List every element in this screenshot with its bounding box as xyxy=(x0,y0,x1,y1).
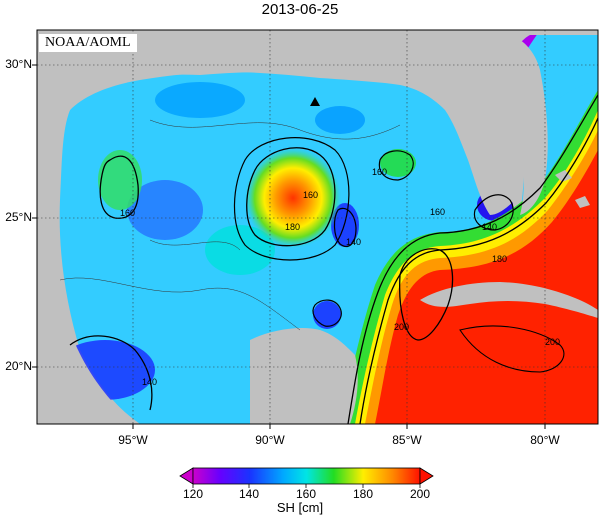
contour-label: 140 xyxy=(346,237,361,247)
contour-160-east xyxy=(378,150,414,181)
lon-label-80: 80°W xyxy=(530,433,560,447)
contour-thin-1 xyxy=(59,277,301,331)
contour-140-east xyxy=(333,207,357,248)
contour-160-west xyxy=(99,155,139,219)
yucatan-land xyxy=(250,328,358,424)
lon-label-95: 95°W xyxy=(118,433,148,447)
map-title: 2013-06-25 xyxy=(261,1,339,18)
us-coast-land xyxy=(37,30,598,424)
blue-patch-west xyxy=(127,180,203,240)
colorbar-tick-label: 160 xyxy=(295,487,317,501)
contour-label-group: 160 160 160 180 140 160 180 140 200 200 … xyxy=(120,167,560,387)
blue-patch-mid xyxy=(315,106,365,134)
lon-label-90: 90°W xyxy=(255,433,285,447)
contour-140-south xyxy=(69,335,153,411)
colorbar-arrow-right xyxy=(419,467,434,485)
contour-label: 160 xyxy=(372,167,387,177)
map-frame xyxy=(36,29,599,425)
contour-140-fl xyxy=(473,194,514,231)
contour-thin-2 xyxy=(149,119,401,140)
colorbar-arrow-left xyxy=(179,467,194,485)
lat-label-25: 25°N xyxy=(5,210,32,224)
contour-180-eddy xyxy=(246,147,336,247)
colorbar xyxy=(192,467,421,485)
colorbar-label: SH [cm] xyxy=(276,500,324,515)
colorbar-tick-label: 180 xyxy=(352,487,374,501)
contour-160-se xyxy=(312,299,342,327)
contour-label: 200 xyxy=(545,337,560,347)
colorbar-tick-label: 140 xyxy=(238,487,260,501)
contour-label: 140 xyxy=(482,222,497,232)
colorbar-tick-label: 120 xyxy=(182,487,204,501)
contour-160-loop xyxy=(347,94,598,424)
contour-label: 180 xyxy=(285,222,300,232)
contour-label: 160 xyxy=(120,208,135,218)
cuba-land xyxy=(420,282,598,318)
contour-label: 160 xyxy=(303,190,318,200)
blue-patch-north xyxy=(155,82,245,118)
triangle-marker xyxy=(310,97,320,106)
contour-label: 180 xyxy=(492,254,507,264)
contour-label: 140 xyxy=(142,377,157,387)
contour-160-eddy xyxy=(233,137,350,261)
warm-eddy xyxy=(245,148,341,248)
colorbar-tick-label: 200 xyxy=(409,487,431,501)
axis-ticks xyxy=(32,64,546,429)
graticule xyxy=(37,30,598,424)
florida-peninsula xyxy=(498,35,548,215)
colorbar-ticks xyxy=(192,484,421,488)
blue-patch-se xyxy=(313,301,341,329)
green-patch-west xyxy=(98,150,142,210)
lat-label-30: 30°N xyxy=(5,57,32,71)
lat-label-20: 20°N xyxy=(5,359,32,373)
credit-label: NOAA/AOML xyxy=(39,34,137,52)
contour-label: 160 xyxy=(430,207,445,217)
contour-label: 200 xyxy=(394,322,409,332)
contour-200-south xyxy=(459,325,565,373)
contour-thin-3 xyxy=(149,239,241,251)
lon-label-85: 85°W xyxy=(392,433,422,447)
